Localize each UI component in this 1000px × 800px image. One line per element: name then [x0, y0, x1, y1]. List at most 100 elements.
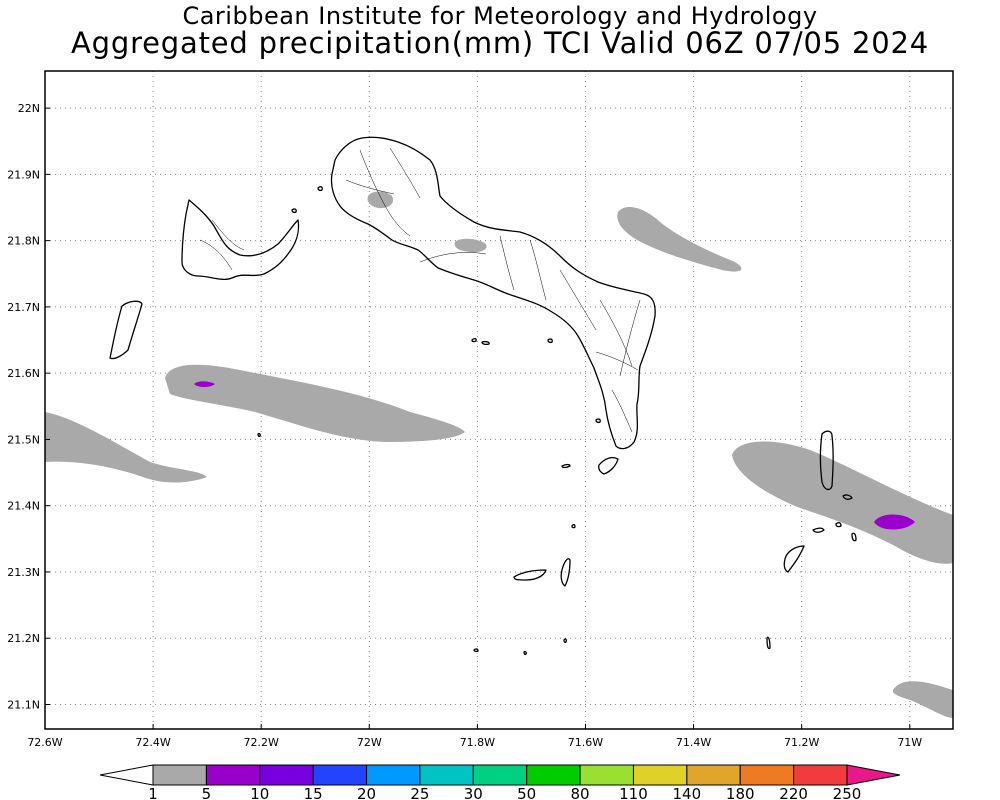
- lon-tick-label: 72.6W: [27, 736, 62, 749]
- latitude-labels: 22N 21.9N 21.8N 21.7N 21.6N 21.5N 21.4N 21.3N 21…: [7, 102, 50, 711]
- boundary-line: [499, 235, 515, 291]
- legend-label: 180: [726, 785, 755, 800]
- island-salt-cay: [783, 545, 805, 573]
- lat-tick-label: 21.7N: [7, 301, 40, 314]
- legend-label: 80: [571, 785, 590, 800]
- cay-17: [563, 638, 567, 644]
- rain-band-east: [732, 441, 953, 564]
- lat-tick-label: 21.6N: [7, 367, 40, 380]
- legend-label: 25: [410, 785, 429, 800]
- lat-tick-label: 21.2N: [7, 632, 40, 645]
- plot-frame: [44, 70, 954, 730]
- rain-band-west: [45, 412, 207, 483]
- boundary-line: [199, 239, 233, 271]
- legend-swatch-below-min: [99, 764, 154, 786]
- lon-tick-label: 71.8W: [460, 736, 495, 749]
- island-south-caicos: [598, 457, 619, 475]
- legend-swatch: [739, 764, 795, 786]
- boundary-line: [611, 389, 633, 433]
- legend-swatch: [793, 764, 848, 786]
- legend-swatch: [205, 764, 261, 786]
- legend-swatch: [526, 764, 581, 786]
- lon-tick-label: 72W: [357, 736, 382, 749]
- boundary-line: [389, 147, 421, 199]
- legend-swatch: [472, 764, 528, 786]
- legend-label: 110: [619, 785, 648, 800]
- legend-swatch: [312, 764, 368, 786]
- boundary-line: [419, 252, 487, 263]
- legend-label: 1: [148, 785, 158, 800]
- cay-9: [842, 494, 853, 500]
- island-west-caicos: [109, 300, 143, 360]
- graticule: [45, 71, 953, 729]
- rain-spot-middle-caicos: [454, 238, 487, 253]
- lon-tick-label: 71.2W: [784, 736, 819, 749]
- legend-swatch-above-max: [846, 764, 901, 786]
- lon-tick-label: 71W: [897, 736, 922, 749]
- lat-tick-label: 21.5N: [7, 433, 40, 446]
- legend-label: 250: [833, 785, 862, 800]
- district-boundaries: [199, 147, 641, 433]
- legend-swatch: [152, 764, 207, 786]
- legend-label: 220: [779, 785, 808, 800]
- precipitation-field: [45, 191, 953, 718]
- legend-swatch: [579, 764, 634, 786]
- rain-band-south-east: [892, 681, 953, 718]
- precip-max-east: [874, 514, 915, 530]
- legend-swatch: [419, 764, 474, 786]
- lat-tick-label: 21.9N: [7, 168, 40, 181]
- cay-2: [317, 186, 323, 192]
- color-legend: 1 5 10 15 20 25 30 50 80 110 140 180 220 250: [99, 764, 901, 800]
- cay-5: [547, 338, 553, 344]
- cay-7: [595, 418, 601, 424]
- legend-swatch: [686, 764, 741, 786]
- cay-4: [481, 340, 490, 346]
- legend-label: 5: [202, 785, 212, 800]
- lat-tick-label: 21.4N: [7, 500, 40, 513]
- legend-label: 10: [250, 785, 269, 800]
- cay-12: [851, 532, 857, 542]
- precip-max-west: [194, 381, 215, 387]
- island-ambergris: [513, 569, 547, 581]
- cay-6: [561, 463, 571, 469]
- island-north-middle-east-caicos: [330, 136, 656, 450]
- lat-tick-label: 21.1N: [7, 698, 40, 711]
- island-little-ambergris: [560, 558, 571, 587]
- legend-label: 30: [464, 785, 483, 800]
- island-grand-turk: [819, 430, 834, 491]
- coastlines: [109, 136, 857, 656]
- boundary-line: [619, 299, 641, 377]
- cay-1: [291, 208, 297, 214]
- lon-tick-label: 72.4W: [135, 736, 170, 749]
- legend-label: 20: [357, 785, 376, 800]
- lon-tick-label: 71.6W: [568, 736, 603, 749]
- lat-tick-label: 22N: [18, 102, 40, 115]
- cay-16: [523, 650, 527, 656]
- cay-11: [835, 522, 842, 528]
- product-title: Aggregated precipitation(mm) TCI Valid 0…: [71, 26, 929, 60]
- cay-3: [471, 337, 477, 343]
- rain-band-west-central: [165, 364, 465, 442]
- legend-label: 15: [304, 785, 323, 800]
- boundary-line: [345, 179, 395, 195]
- legend-swatch: [259, 764, 314, 786]
- rain-band-north-east: [617, 207, 742, 272]
- boundary-line: [595, 351, 639, 371]
- boundary-line: [529, 239, 547, 301]
- cay-10: [812, 527, 825, 533]
- boundary-line: [359, 149, 411, 237]
- legend-label: 50: [517, 785, 536, 800]
- boundary-line: [599, 299, 633, 367]
- cay-14: [257, 432, 261, 438]
- legend-label: 140: [673, 785, 702, 800]
- institute-title: Caribbean Institute for Meteorology and …: [182, 2, 818, 30]
- legend-swatch: [632, 764, 688, 786]
- lon-tick-label: 72.2W: [244, 736, 279, 749]
- rain-spot-north-caicos: [367, 191, 394, 209]
- cay-13: [766, 636, 771, 650]
- lat-tick-label: 21.3N: [7, 566, 40, 579]
- lat-tick-label: 21.8N: [7, 235, 40, 248]
- cay-15: [473, 648, 479, 653]
- longitude-labels: 72.6W 72.4W 72.2W 72W 71.8W 71.6W 71.4W 71.2W 71…: [27, 724, 922, 749]
